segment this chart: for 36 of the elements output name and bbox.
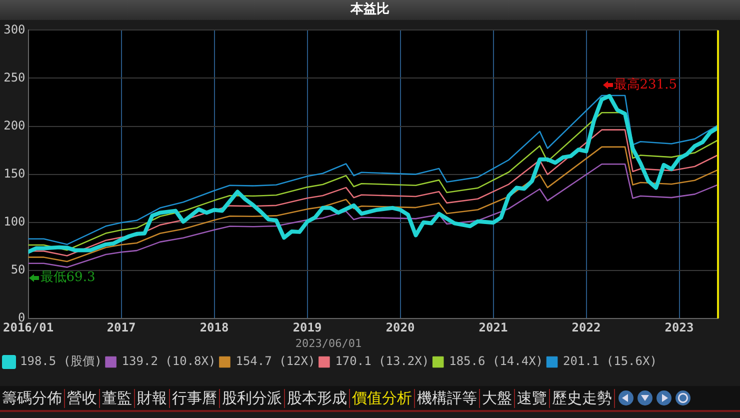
x-tick-label: 2020 [386, 320, 415, 335]
legend-label: 170.1 (13.2X) [335, 354, 430, 368]
text: 歷史走勢 [550, 388, 615, 408]
annotation: 最高231.5 [614, 76, 677, 92]
text: 機構評等 [415, 388, 480, 408]
x-tick-label: 2017 [106, 320, 136, 335]
legend-label: 201.1 (15.6X) [563, 354, 657, 368]
text: 價值分析 [350, 388, 415, 408]
x-tick-label: 2016/01 [2, 320, 54, 335]
legend-title: 2023/06/01 [295, 337, 362, 350]
y-tick-label: 300 [4, 22, 26, 36]
text: 速覽 [515, 388, 550, 408]
text: 營收 [65, 388, 100, 408]
legend-label: 198.5 (股價) [20, 354, 102, 368]
text: 籌碼分佈 [0, 388, 65, 408]
text: 大盤 [480, 388, 515, 408]
annotation: 最低69.3 [40, 270, 96, 286]
text: 財報 [135, 388, 170, 408]
x-tick-label: 2023 [664, 320, 694, 335]
y-tick-label: 50 [10, 262, 26, 276]
x-tick-label: 2019 [292, 320, 322, 335]
text: 董監 [100, 388, 135, 408]
x-tick-label: 2018 [200, 320, 229, 335]
legend-label: 154.7 (12X) [236, 354, 316, 368]
y-tick-label: 150 [4, 166, 26, 180]
text: 行事曆 [170, 388, 220, 408]
text: 股利分派 [220, 388, 285, 408]
legend-label: 139.2 (10.8X) [122, 354, 216, 368]
y-tick-label: 250 [4, 70, 26, 84]
chart-title: 本益比 [0, 0, 740, 20]
y-tick-label: 100 [4, 214, 26, 228]
y-tick-label: 200 [4, 118, 26, 132]
text: 股本形成 [285, 388, 350, 408]
x-tick-label: 2022 [572, 320, 601, 335]
x-tick-label: 2021 [478, 320, 508, 335]
legend-label: 185.6 (14.4X) [449, 354, 544, 368]
